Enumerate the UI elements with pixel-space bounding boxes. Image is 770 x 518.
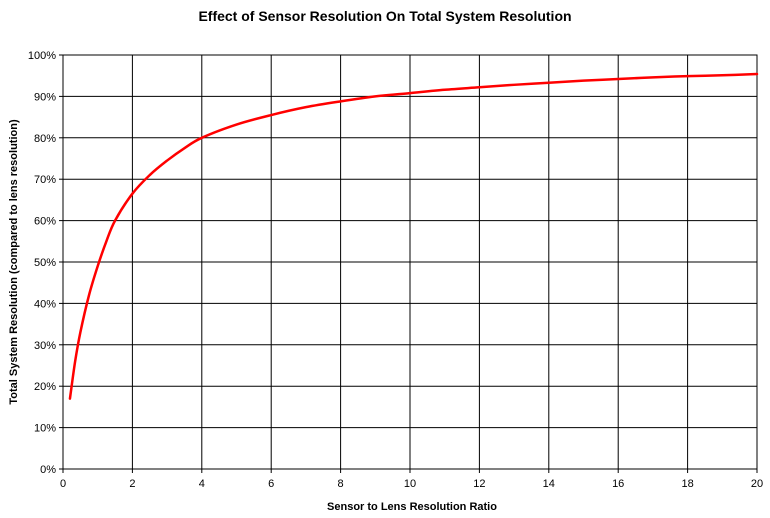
x-tick-label: 0 — [60, 478, 66, 490]
x-tick-label: 4 — [199, 478, 205, 490]
x-tick-label: 8 — [338, 478, 344, 490]
y-tick-label: 40% — [34, 298, 56, 310]
y-tick-label: 70% — [34, 174, 56, 186]
x-tick-label: 2 — [129, 478, 135, 490]
y-tick-label: 30% — [34, 340, 56, 352]
grid-lines — [62, 54, 758, 470]
x-tick-label: 16 — [612, 478, 624, 490]
y-axis-ticks: 0% 10% 20% 30% 40% 50% 60% 70% 80% 90% 100% — [28, 50, 63, 476]
x-tick-label: 6 — [268, 478, 274, 490]
x-tick-label: 18 — [681, 478, 693, 490]
series-line — [68, 72, 759, 400]
x-axis-ticks: 0 2 4 6 8 10 12 14 16 18 20 — [60, 469, 763, 490]
y-tick-label: 80% — [34, 133, 56, 145]
x-tick-label: 10 — [404, 478, 416, 490]
x-tick-label: 20 — [751, 478, 763, 490]
y-axis-label: Total System Resolution (compared to len… — [8, 119, 20, 405]
y-tick-label: 20% — [34, 381, 56, 393]
y-tick-label: 100% — [28, 50, 56, 62]
y-tick-label: 10% — [34, 423, 56, 435]
x-tick-label: 12 — [473, 478, 485, 490]
x-tick-label: 14 — [543, 478, 555, 490]
y-tick-label: 50% — [34, 257, 56, 269]
y-tick-label: 90% — [34, 91, 56, 103]
x-axis-label: Sensor to Lens Resolution Ratio — [327, 501, 497, 513]
chart-title: Effect of Sensor Resolution On Total Sys… — [198, 8, 571, 24]
y-tick-label: 60% — [34, 216, 56, 228]
y-tick-label: 0% — [40, 464, 56, 476]
series-layer — [68, 72, 759, 400]
